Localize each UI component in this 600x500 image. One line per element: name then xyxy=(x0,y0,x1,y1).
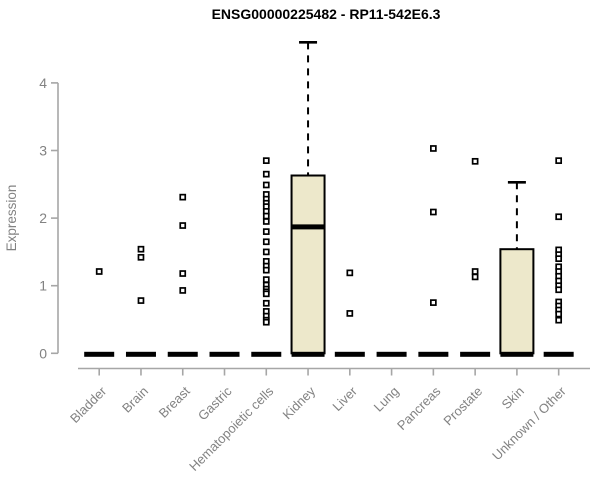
y-axis-label: Expression xyxy=(4,185,19,252)
outlier-point xyxy=(430,145,437,152)
zero-median-line xyxy=(291,351,325,357)
outlier-point xyxy=(137,253,145,261)
outlier-point xyxy=(555,157,563,164)
zero-bar xyxy=(209,351,240,357)
outlier-point xyxy=(262,276,270,283)
median-line xyxy=(291,224,325,230)
outlier-point xyxy=(555,255,563,263)
zero-bar xyxy=(543,351,574,357)
outlier-point xyxy=(262,181,270,189)
y-tick-label: 4 xyxy=(39,75,47,91)
outlier-point xyxy=(137,297,145,304)
zero-bar xyxy=(376,351,407,357)
outlier-point xyxy=(555,310,563,318)
x-tick-label: Bladder xyxy=(67,383,110,426)
outlier-point xyxy=(555,286,563,294)
outlier-point xyxy=(179,222,187,229)
outlier-point xyxy=(430,208,437,216)
outlier-point xyxy=(262,218,270,225)
chart-title: ENSG00000225482 - RP11-542E6.3 xyxy=(212,6,441,22)
outlier-point xyxy=(262,212,270,220)
x-tick-label: Lung xyxy=(371,384,402,415)
x-tick-label: Brain xyxy=(119,384,151,416)
outlier-point xyxy=(179,193,187,201)
zero-bar xyxy=(334,351,365,357)
box xyxy=(499,248,535,355)
outlier-point xyxy=(262,266,270,274)
outlier-point xyxy=(262,228,270,235)
x-tick-label: Gastric xyxy=(195,383,235,423)
outlier-point xyxy=(262,157,270,164)
outlier-point xyxy=(555,213,563,221)
y-tick-label: 3 xyxy=(39,143,47,159)
outlier-point xyxy=(262,299,270,307)
x-tick-label: Breast xyxy=(156,383,193,420)
zero-bar xyxy=(251,351,282,357)
outlier-point xyxy=(262,290,270,298)
outlier-point xyxy=(262,170,270,178)
zero-bar xyxy=(125,351,156,357)
y-tick-label: 2 xyxy=(39,210,47,226)
box xyxy=(290,174,326,355)
x-tick-label: Liver xyxy=(329,383,360,414)
outlier-point xyxy=(471,268,479,275)
x-tick-label: Skin xyxy=(499,384,527,412)
outlier-point xyxy=(262,318,270,326)
x-tick-label: Prostate xyxy=(440,384,485,429)
zero-bar xyxy=(167,351,198,357)
outlier-point xyxy=(346,269,354,277)
zero-bar xyxy=(84,351,115,357)
x-tick-label: Kidney xyxy=(279,383,318,422)
y-tick-label: 1 xyxy=(39,278,47,294)
outlier-point xyxy=(137,245,145,253)
x-tick-label: Pancreas xyxy=(394,383,444,433)
y-tick-label: 0 xyxy=(39,345,47,361)
outlier-point xyxy=(262,238,270,246)
outlier-point xyxy=(555,316,563,324)
outlier-point xyxy=(95,268,103,275)
outlier-point xyxy=(430,299,437,306)
zero-bar xyxy=(418,351,449,357)
outlier-point xyxy=(346,310,354,317)
outlier-point xyxy=(179,287,187,294)
zero-median-line xyxy=(500,351,534,357)
zero-bar xyxy=(460,351,491,357)
outlier-point xyxy=(179,270,187,277)
outlier-point xyxy=(471,273,479,281)
outlier-point xyxy=(471,157,479,165)
x-tick-label: Unknown / Other xyxy=(489,383,569,463)
outlier-point xyxy=(262,248,270,256)
